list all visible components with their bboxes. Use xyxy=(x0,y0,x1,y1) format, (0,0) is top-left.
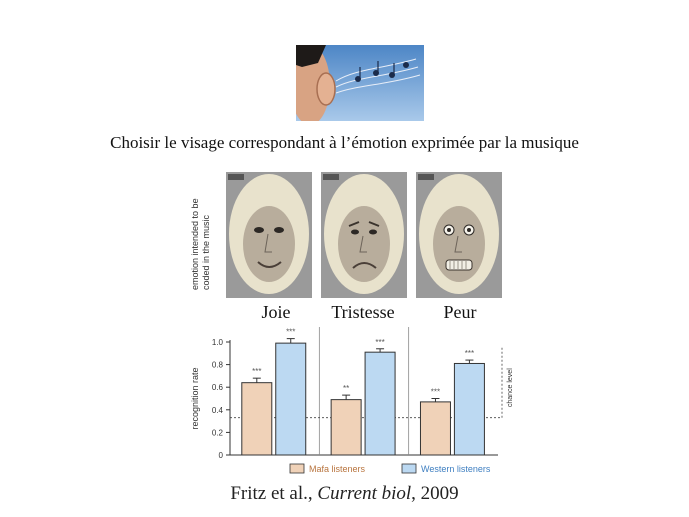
bar-mafa xyxy=(241,382,273,456)
y-tick-label: 0.6 xyxy=(212,383,224,392)
legend-swatch-western xyxy=(401,463,417,474)
face-label-sadness: Tristesse xyxy=(331,302,395,322)
faces-axis-label-line1: emotion intended to be xyxy=(190,198,200,290)
face-label-fear: Peur xyxy=(443,302,477,322)
significance-label: *** xyxy=(375,338,384,347)
ear-music-illustration xyxy=(290,45,424,125)
bar-western xyxy=(453,362,485,456)
citation-journal: Current biol xyxy=(317,483,412,504)
legend-swatch-mafa xyxy=(289,463,305,474)
citation: Fritz et al., Current biol, 2009 xyxy=(0,483,689,505)
face-sadness-image xyxy=(321,172,407,298)
faces-illustration: emotion intended to be coded in the musi… xyxy=(190,172,502,298)
y-tick-label: 0.2 xyxy=(212,428,224,437)
face-joy-image xyxy=(226,172,312,298)
legend-label-mafa: Mafa listeners xyxy=(309,464,366,474)
chart-svg: 0 0.2 0.4 0.6 0.8 1.0 recognition rate chance l… xyxy=(190,327,514,474)
faces-panel: emotion intended to be coded in the musi… xyxy=(188,172,516,302)
faces-axis-label-line2: coded in the music xyxy=(201,214,211,290)
recognition-rate-chart: 0 0.2 0.4 0.6 0.8 1.0 recognition rate chance l… xyxy=(180,322,520,482)
bar-mafa xyxy=(419,401,451,456)
y-tick-label: 0 xyxy=(219,451,224,460)
y-axis-label: recognition rate xyxy=(190,367,200,429)
bar-western xyxy=(275,342,307,456)
significance-label: *** xyxy=(431,388,440,397)
significance-label: *** xyxy=(252,367,261,376)
significance-label: *** xyxy=(465,349,474,358)
citation-authors: Fritz et al., xyxy=(230,483,318,504)
citation-year: , 2009 xyxy=(411,483,459,504)
bar-western xyxy=(364,351,396,456)
significance-label: ** xyxy=(343,384,349,393)
significance-label: *** xyxy=(286,328,295,337)
chance-level-label: chance level xyxy=(507,368,514,407)
bar-mafa xyxy=(330,399,362,456)
face-label-joy: Joie xyxy=(261,302,291,322)
y-tick-label: 1.0 xyxy=(212,338,224,347)
ear-music-image xyxy=(290,45,424,125)
y-tick-label: 0.8 xyxy=(212,361,224,370)
legend-label-western: Western listeners xyxy=(421,464,491,474)
y-tick-label: 0.4 xyxy=(212,406,224,415)
instruction-text: Choisir le visage correspondant à l’émot… xyxy=(110,133,579,152)
face-fear-image xyxy=(416,172,502,298)
